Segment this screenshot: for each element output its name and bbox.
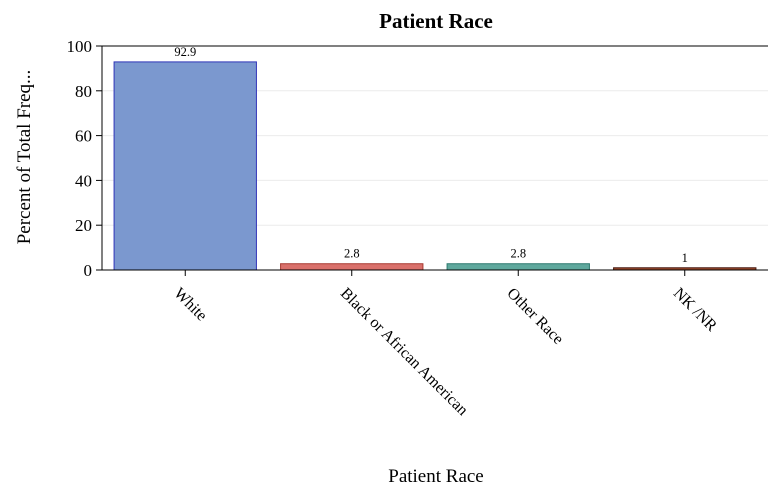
y-tick-label: 40 xyxy=(75,171,92,190)
bar xyxy=(113,61,257,271)
x-tick-label: NK /NR xyxy=(670,285,720,335)
x-axis-label: Patient Race xyxy=(388,466,484,487)
data-label: 2.8 xyxy=(344,247,360,261)
data-label: 1 xyxy=(682,251,688,265)
x-tick-label: Black or African American xyxy=(337,285,471,419)
data-label: 92.9 xyxy=(174,45,196,59)
y-tick-label: 20 xyxy=(75,216,92,235)
bar xyxy=(280,263,424,271)
x-tick-label: White xyxy=(170,285,210,325)
y-tick-label: 80 xyxy=(75,82,92,101)
y-axis-label: Percent of Total Freq... xyxy=(14,70,35,245)
bars: 92.9 2.8 2.8 1 xyxy=(113,45,757,271)
x-tick-label: Other Race xyxy=(503,285,566,348)
y-tick-label: 0 xyxy=(84,261,93,280)
chart-title: Patient Race xyxy=(379,9,493,33)
data-label: 2.8 xyxy=(510,247,526,261)
y-tick-label: 60 xyxy=(75,127,92,146)
bar xyxy=(446,263,590,271)
y-tick-label: 100 xyxy=(67,37,93,56)
